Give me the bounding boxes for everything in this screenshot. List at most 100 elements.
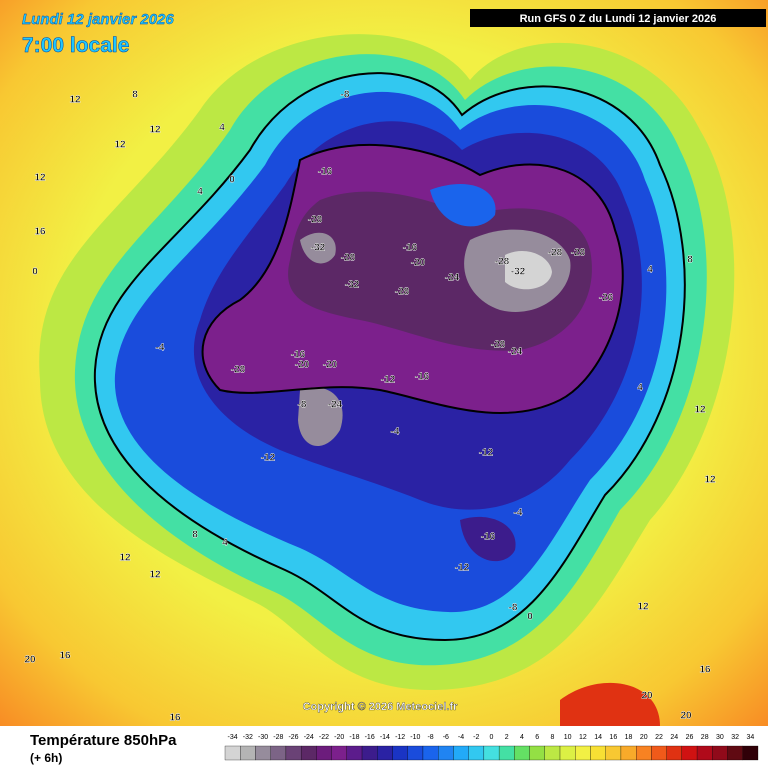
legend-label: -22 <box>319 734 329 741</box>
contour-label: 12 <box>119 553 131 564</box>
contour-label: 4 <box>222 538 228 549</box>
contour-label: -32 <box>311 243 326 254</box>
contour-label: -32 <box>511 267 526 278</box>
contour-label: -28 <box>491 340 506 351</box>
legend-swatch <box>270 745 287 761</box>
legend-label: -16 <box>365 734 375 741</box>
contour-label: -12 <box>261 453 276 464</box>
contour-label: 12 <box>149 570 161 581</box>
contour-label: 12 <box>34 173 46 184</box>
legend-swatch <box>559 745 576 761</box>
legend-swatch <box>346 745 363 761</box>
legend-swatch <box>300 745 317 761</box>
contour-label: 12 <box>637 602 649 613</box>
run-label: Run GFS 0 Z du Lundi 12 janvier 2026 <box>520 13 717 25</box>
legend-swatch <box>712 745 728 761</box>
contour-label: -28 <box>571 248 586 259</box>
legend-swatch <box>498 745 515 761</box>
contour-label: -32 <box>345 280 360 291</box>
contour-label: 20 <box>641 691 653 702</box>
contour-label: -4 <box>156 343 165 354</box>
contour-label: 16 <box>59 651 71 662</box>
legend-label: 8 <box>550 734 554 741</box>
contour-label: -28 <box>341 253 356 264</box>
legend-label: -2 <box>473 734 479 741</box>
contour-label: 16 <box>169 713 181 724</box>
legend-swatch <box>224 745 241 761</box>
contour-label: 8 <box>132 90 138 101</box>
contour-label: -8 <box>298 400 307 411</box>
legend-label: 14 <box>594 734 602 741</box>
date-label: Lundi 12 janvier 2026 <box>22 11 174 28</box>
legend-label: 10 <box>564 734 572 741</box>
legend-swatch <box>438 745 454 761</box>
legend-swatch <box>681 745 698 761</box>
legend-swatch <box>742 745 759 761</box>
forecast-step: (+ 6h) <box>30 751 62 765</box>
legend-swatch <box>636 745 652 761</box>
legend-label: -8 <box>427 734 433 741</box>
contour-label: 16 <box>34 227 46 238</box>
contour-label: 0 <box>32 267 38 278</box>
legend-swatch <box>407 745 424 761</box>
contour-label: -24 <box>508 347 523 358</box>
legend-swatch <box>590 745 606 761</box>
legend-swatch <box>620 745 637 761</box>
legend-label: 20 <box>640 734 648 741</box>
legend-label: 32 <box>731 734 739 741</box>
legend-swatch <box>255 745 271 761</box>
contour-label: -8 <box>509 603 518 614</box>
legend-swatch <box>453 745 469 761</box>
contour-label: 4 <box>647 265 653 276</box>
contour-label: -28 <box>495 257 510 268</box>
contour-label: -20 <box>295 360 310 371</box>
legend-label: -4 <box>458 734 464 741</box>
contour-label: -28 <box>308 215 323 226</box>
legend-label: 16 <box>609 734 617 741</box>
contour-label: -16 <box>291 350 306 361</box>
legend-label: 22 <box>655 734 663 741</box>
copyright: Copyright © 2026 Meteociel.fr <box>303 701 459 713</box>
legend-label: -28 <box>273 734 283 741</box>
legend-swatch <box>377 745 393 761</box>
legend-swatch <box>468 745 485 761</box>
contour-label: -28 <box>395 287 410 298</box>
legend-swatch <box>316 745 332 761</box>
contour-label: 8 <box>687 255 693 266</box>
legend-label: -10 <box>410 734 420 741</box>
contour-label: -24 <box>328 400 343 411</box>
legend-label: -24 <box>304 734 314 741</box>
contour-label: 12 <box>149 125 161 136</box>
contour-labels: 121212161284400-4-8-16-28-32-28-32-28-16… <box>24 89 716 724</box>
legend-swatch <box>331 745 347 761</box>
legend-label: -20 <box>334 734 344 741</box>
legend-swatch <box>392 745 408 761</box>
legend-swatch <box>544 745 561 761</box>
contour-label: -28 <box>548 248 563 259</box>
contour-label: 0 <box>229 175 235 186</box>
contour-label: -16 <box>415 372 430 383</box>
contour-label: -28 <box>231 365 246 376</box>
contour-label: -12 <box>479 448 494 459</box>
legend-label: 24 <box>670 734 678 741</box>
color-legend: -34 -32 -30 -28 -26 -24 -22 -20 -18 -16 -14 -12 -10-… <box>224 734 759 761</box>
legend-swatch <box>529 745 545 761</box>
legend-swatch <box>696 745 713 761</box>
contour-label: 12 <box>694 405 706 416</box>
contour-label: 4 <box>197 187 203 198</box>
legend-label: 12 <box>579 734 587 741</box>
legend-swatch <box>514 745 530 761</box>
legend-label: 26 <box>686 734 694 741</box>
legend-label: -12 <box>395 734 405 741</box>
contour-label: -12 <box>381 375 396 386</box>
legend-swatch <box>575 745 591 761</box>
legend-label: -6 <box>443 734 449 741</box>
contour-label: -16 <box>318 167 333 178</box>
contour-label: -12 <box>455 563 470 574</box>
legend-label: 30 <box>716 734 724 741</box>
contour-label: -16 <box>403 243 418 254</box>
legend-swatch <box>240 745 256 761</box>
legend-label: 4 <box>520 734 524 741</box>
temperature-field <box>0 0 768 726</box>
